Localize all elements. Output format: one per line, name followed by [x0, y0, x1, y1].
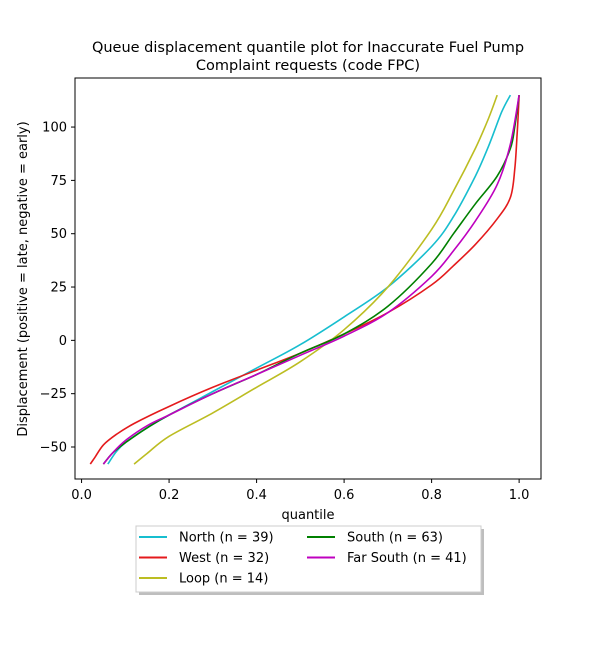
chart-title-line-1: Queue displacement quantile plot for Ina…: [92, 40, 524, 56]
y-tick-label: −50: [40, 441, 67, 456]
legend-label-1: West (n = 32): [179, 551, 269, 566]
x-tick-label: 0.6: [334, 488, 355, 503]
plot-frame: [74, 77, 542, 480]
series-line-3: [102, 94, 520, 465]
legend-label-4: Far South (n = 41): [347, 551, 467, 566]
x-tick-label: 0.8: [421, 488, 442, 503]
series-line-0: [107, 94, 512, 465]
y-tick-label: 75: [50, 174, 67, 189]
legend-label-2: Loop (n = 14): [179, 572, 268, 587]
x-tick-label: 0.0: [71, 488, 92, 503]
x-axis-ticks: 0.0 0.2 0.4 0.6 0.8 1.0: [71, 479, 529, 503]
legend: North (n = 39) West (n = 32) Loop (n = 14)…: [135, 525, 484, 595]
series-line-1: [89, 95, 520, 465]
y-axis-label: Displacement (positive = late, negative …: [16, 121, 31, 436]
x-axis-label: quantile: [281, 508, 334, 523]
legend-label-0: North (n = 39): [179, 531, 274, 546]
y-tick-label: 25: [50, 281, 67, 296]
series-line-2: [133, 94, 498, 465]
x-tick-label: 0.2: [159, 488, 180, 503]
series-line-4: [102, 94, 520, 465]
y-tick-label: 100: [42, 121, 67, 136]
y-tick-label: 0: [59, 334, 67, 349]
chart-title-line-2: Complaint requests (code FPC): [196, 58, 420, 74]
x-tick-label: 0.4: [246, 488, 267, 503]
y-tick-label: −25: [40, 387, 67, 402]
x-tick-label: 1.0: [509, 488, 530, 503]
plot-lines: [89, 94, 520, 465]
y-axis-ticks: −50 −25 0 25 50 75 100: [40, 121, 75, 456]
y-tick-label: 50: [50, 227, 67, 242]
legend-label-3: South (n = 63): [347, 531, 443, 546]
